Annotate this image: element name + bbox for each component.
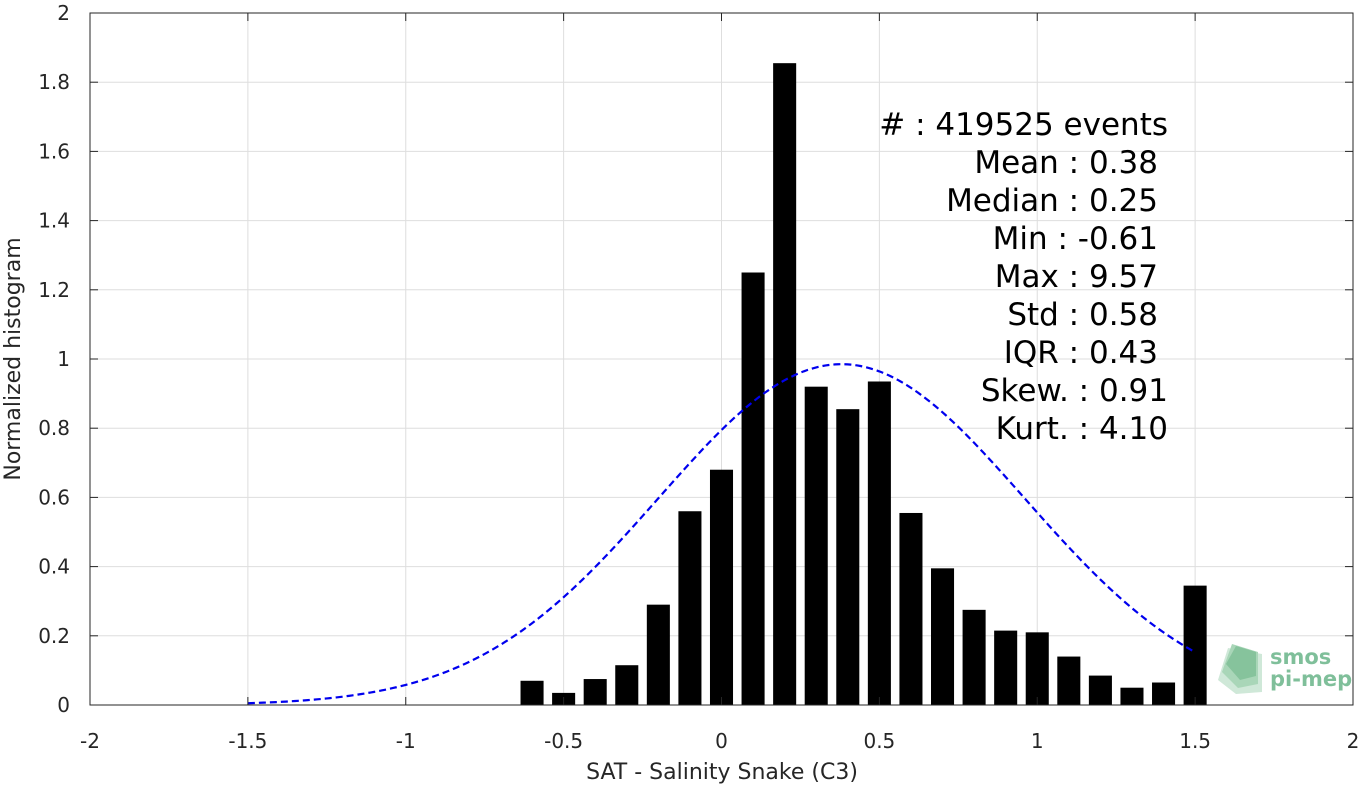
histogram-bar-16 <box>1025 632 1049 705</box>
histogram-bar-9 <box>804 386 828 705</box>
x-tick-label-3: -0.5 <box>544 729 583 753</box>
histogram-bar-3 <box>615 665 639 705</box>
stat-line-2: Median : 0.25 <box>946 183 1158 219</box>
y-tick-label-4: 0.8 <box>38 416 70 440</box>
y-tick-labels: 0 0.2 0.4 0.6 0.8 1 1.2 1.4 1.6 1.8 2 <box>38 1 70 717</box>
stat-line-1: Mean : 0.38 <box>974 145 1158 181</box>
stat-line-4: Max : 9.57 <box>995 259 1158 295</box>
y-tick-label-1: 0.2 <box>38 624 70 648</box>
histogram-bar-5 <box>678 511 702 705</box>
normal-fit-curve <box>247 363 1196 705</box>
x-tick-label-0: -2 <box>80 729 100 753</box>
histogram-bar-11 <box>867 381 891 705</box>
y-axis-title: Normalized histogram <box>1 237 26 480</box>
histogram-bar-20 <box>1152 682 1176 705</box>
y-tick-label-10: 2 <box>57 1 70 25</box>
histogram-bar-7 <box>741 272 765 705</box>
smos-pimep-logo: smos pi-mep <box>1218 644 1352 694</box>
y-tick-label-3: 0.6 <box>38 485 70 509</box>
y-tick-label-7: 1.4 <box>38 209 70 233</box>
histogram-bar-17 <box>1057 656 1081 705</box>
x-tick-label-6: 1 <box>1031 729 1044 753</box>
histogram-bar-12 <box>899 512 923 705</box>
x-tick-label-8: 2 <box>1347 729 1360 753</box>
histogram-bars <box>520 63 1207 706</box>
x-tick-label-1: -1.5 <box>228 729 267 753</box>
histogram-bar-8 <box>773 63 797 706</box>
logo-icon <box>1218 644 1262 694</box>
x-tick-label-7: 1.5 <box>1179 729 1211 753</box>
logo-text-pimep: pi-mep <box>1270 667 1352 691</box>
y-tick-label-5: 1 <box>57 347 70 371</box>
histogram-bar-0 <box>520 680 544 705</box>
stat-line-6: IQR : 0.43 <box>1004 335 1158 371</box>
logo-text-smos: smos <box>1270 645 1331 669</box>
histogram-bar-18 <box>1088 675 1112 705</box>
x-tick-label-5: 0.5 <box>863 729 895 753</box>
stat-line-8: Kurt. : 4.10 <box>996 411 1168 447</box>
x-tick-labels: -2 -1.5 -1 -0.5 0 0.5 1 1.5 2 <box>80 729 1359 753</box>
histogram-bar-19 <box>1120 687 1144 705</box>
histogram-bar-15 <box>994 630 1018 705</box>
x-tick-label-4: 0 <box>715 729 728 753</box>
histogram-bar-4 <box>646 604 670 705</box>
x-axis-title: SAT - Salinity Snake (C3) <box>586 760 858 785</box>
y-tick-label-0: 0 <box>57 693 70 717</box>
histogram-bar-2 <box>583 679 607 705</box>
histogram-bar-13 <box>931 568 955 705</box>
histogram-bar-21 <box>1183 585 1207 705</box>
y-tick-label-8: 1.6 <box>38 139 70 163</box>
stat-line-5: Std : 0.58 <box>1007 297 1158 333</box>
histogram-bar-6 <box>709 469 734 705</box>
y-tick-label-6: 1.2 <box>38 278 70 302</box>
histogram-bar-14 <box>962 609 986 705</box>
normal-fit-curve-layer <box>247 363 1196 705</box>
x-tick-label-2: -1 <box>396 729 416 753</box>
stat-line-3: Min : -0.61 <box>993 221 1158 257</box>
histogram-bar-10 <box>836 409 860 705</box>
y-tick-label-9: 1.8 <box>38 70 70 94</box>
stat-line-0: # : 419525 events <box>879 107 1168 143</box>
y-tick-label-2: 0.4 <box>38 555 70 579</box>
axes <box>89 12 1354 706</box>
stat-line-7: Skew. : 0.91 <box>981 373 1168 409</box>
